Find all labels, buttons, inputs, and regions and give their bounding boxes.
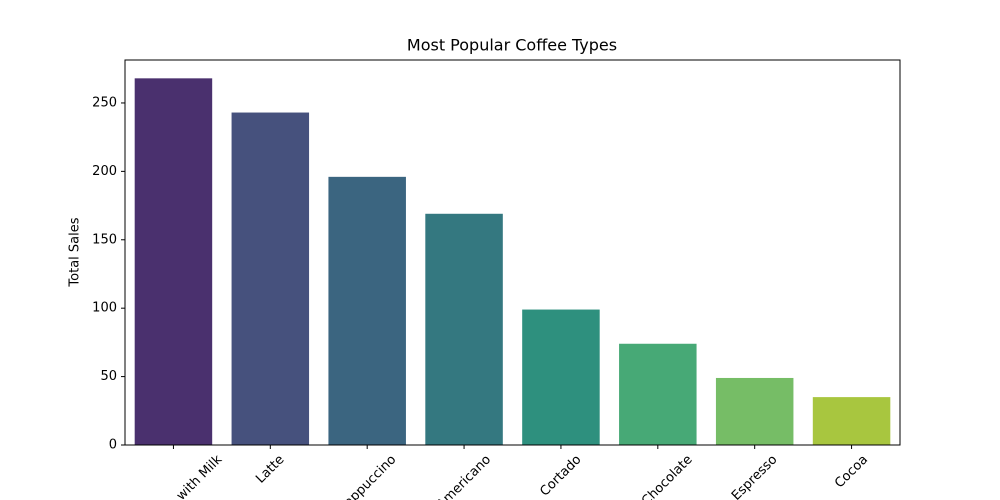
x-tick-label: Hot Chocolate (620, 452, 696, 500)
bar (812, 397, 891, 445)
y-tick-label: 200 (92, 164, 117, 179)
chart-title: Most Popular Coffee Types (407, 36, 617, 55)
y-tick-label: 150 (92, 232, 117, 247)
x-tick-label: Espresso (729, 452, 781, 500)
x-tick-label: Latte (253, 452, 287, 486)
y-tick-label: 250 (92, 95, 117, 110)
plot-frame (124, 59, 901, 446)
bar (619, 343, 697, 445)
bar (231, 112, 310, 445)
bar (715, 377, 794, 445)
y-tick-label: 50 (100, 369, 117, 384)
y-tick-label: 0 (109, 438, 117, 453)
x-tick-label: Americano with Milk (122, 452, 226, 500)
x-tick-label: Cortado (537, 452, 584, 499)
y-tick-label: 100 (92, 301, 117, 316)
bar (425, 213, 503, 445)
bar (134, 78, 213, 445)
bar (522, 309, 600, 445)
bar (328, 176, 406, 445)
y-axis-label: Total Sales (68, 217, 83, 287)
x-tick-label: Cappuccino (335, 452, 399, 500)
x-tick-label: Cocoa (832, 452, 871, 491)
x-tick-label: Americano (434, 452, 494, 500)
